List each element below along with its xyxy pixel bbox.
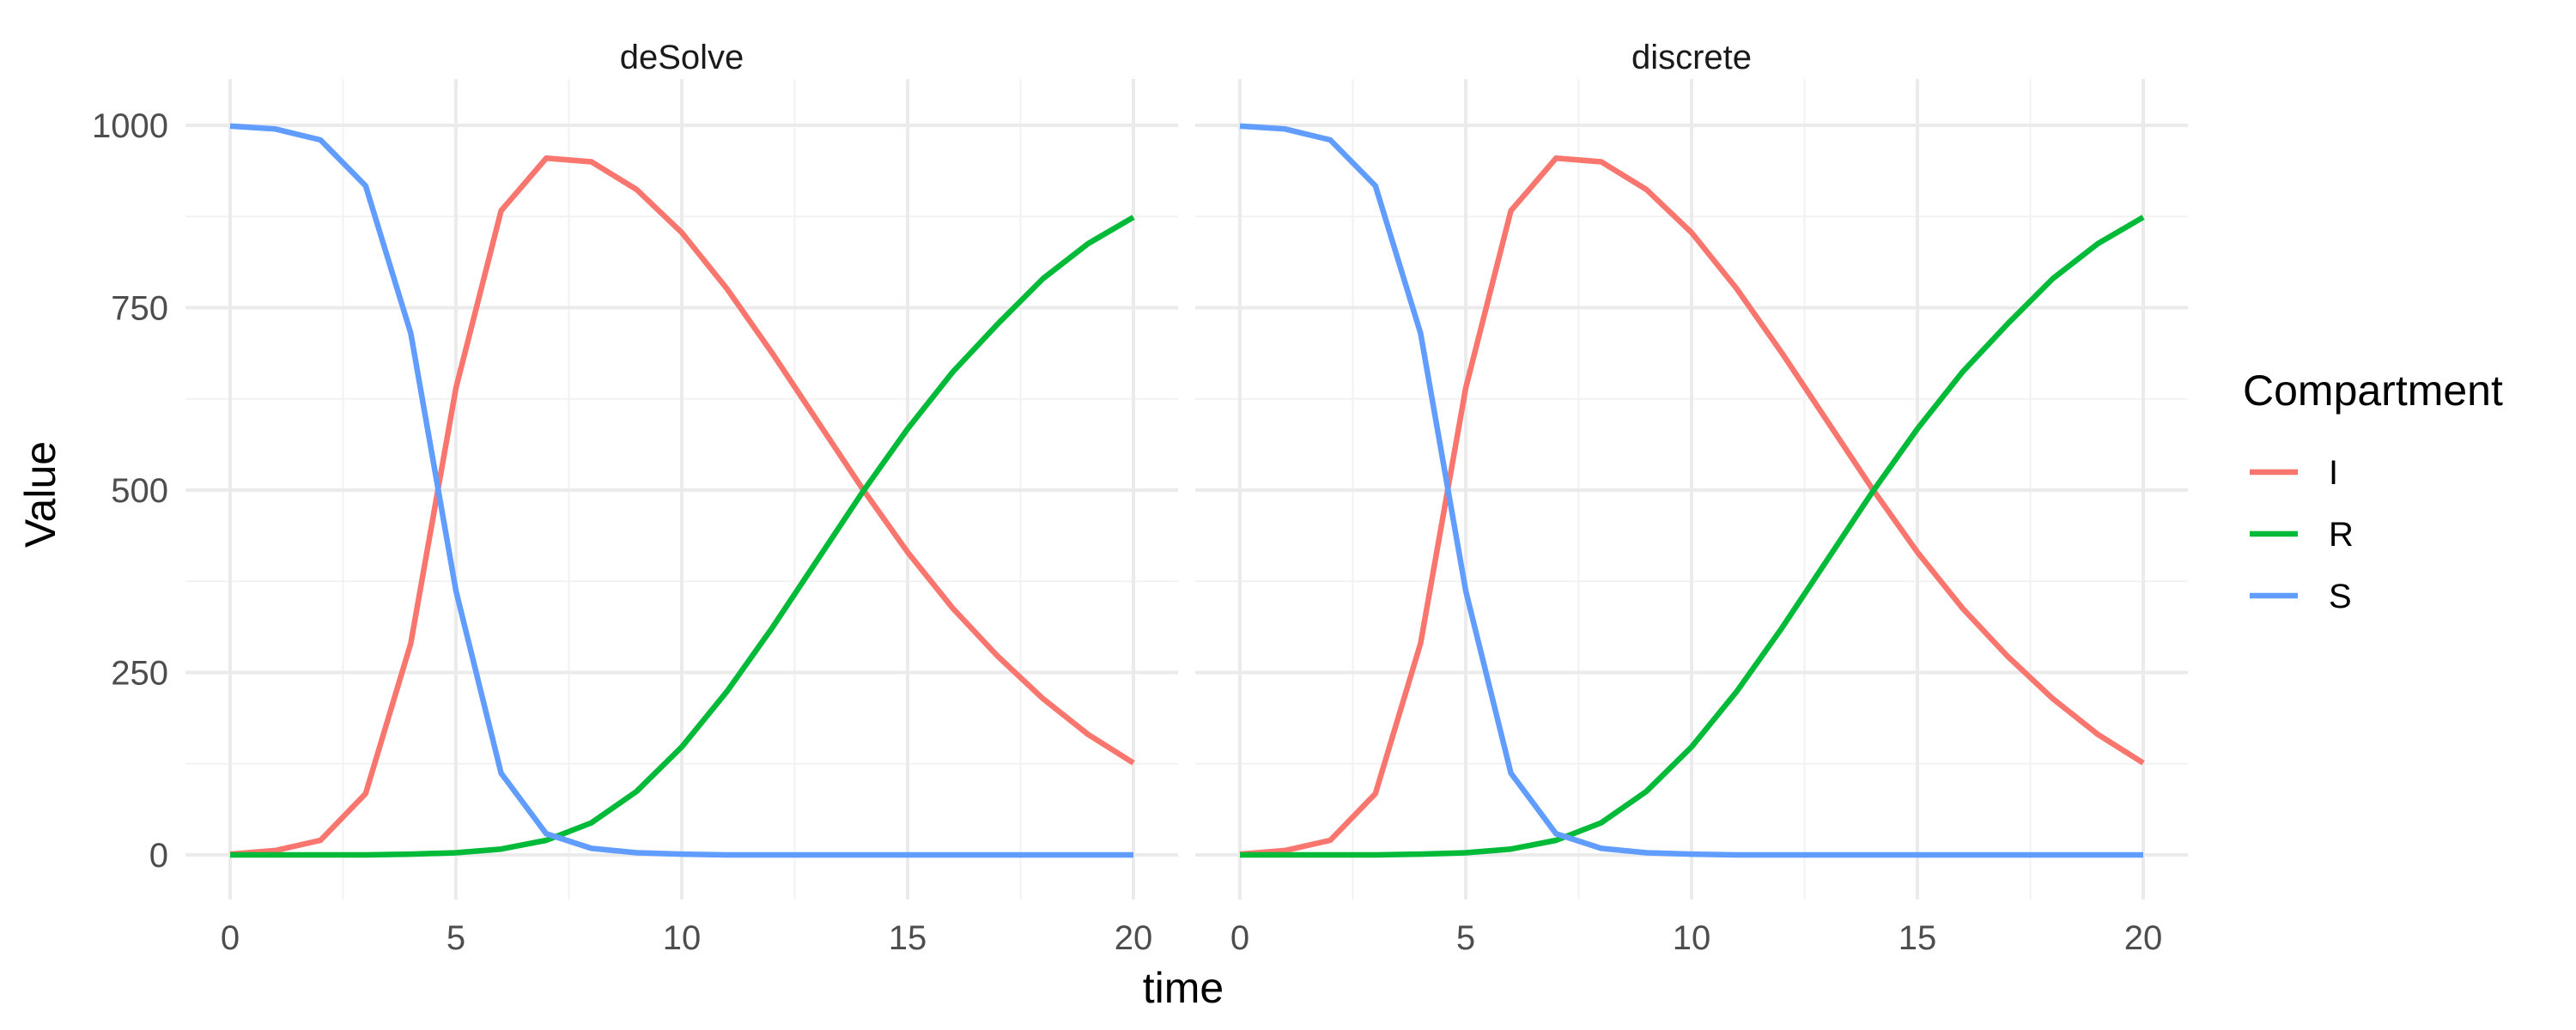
legend-title: Compartment [2243,367,2503,415]
legend-label-R: R [2329,516,2354,554]
legend-entries: IRS [2250,454,2354,615]
series-line-S [1239,123,2143,858]
facet-label: discrete [1631,39,1752,76]
x-tick-label: 10 [663,919,702,957]
x-tick-label: 0 [221,919,240,957]
panel-deSolve: deSolve 0 5 10 15 20 0 250 500 750 1000 [92,39,1178,957]
panel-discrete: discrete 0 5 10 15 20 [1195,39,2188,957]
y-axis-title: Value [16,441,64,548]
legend-label-S: S [2329,578,2352,615]
series-line-I [1239,155,2145,857]
y-tick-label: 0 [149,837,168,875]
y-tick-label: 1000 [92,107,168,145]
legend: Compartment IRS [2243,367,2503,615]
series-line-S [229,123,1133,858]
x-tick-label: 15 [889,919,927,957]
facet-label: deSolve [620,39,744,76]
x-tick-label: 10 [1673,919,1711,957]
x-tick-label: 0 [1230,919,1249,957]
x-axis-title: time [1143,964,1224,1012]
chart-panels: deSolve 0 5 10 15 20 0 250 500 750 1000 discrete 0 5 1… [92,39,2188,957]
legend-label-I: I [2329,454,2338,492]
x-tick-label: 20 [1115,919,1153,957]
y-tick-label: 500 [111,472,168,510]
series-line-R [1240,215,2145,858]
y-tick-label: 250 [111,655,168,693]
x-tick-label: 5 [1456,919,1475,957]
y-tick-label: 750 [111,290,168,328]
series-line-I [229,155,1135,857]
x-tick-label: 20 [2124,919,2163,957]
x-tick-label: 15 [1899,919,1937,957]
x-tick-label: 5 [447,919,465,957]
series-line-R [230,215,1135,858]
